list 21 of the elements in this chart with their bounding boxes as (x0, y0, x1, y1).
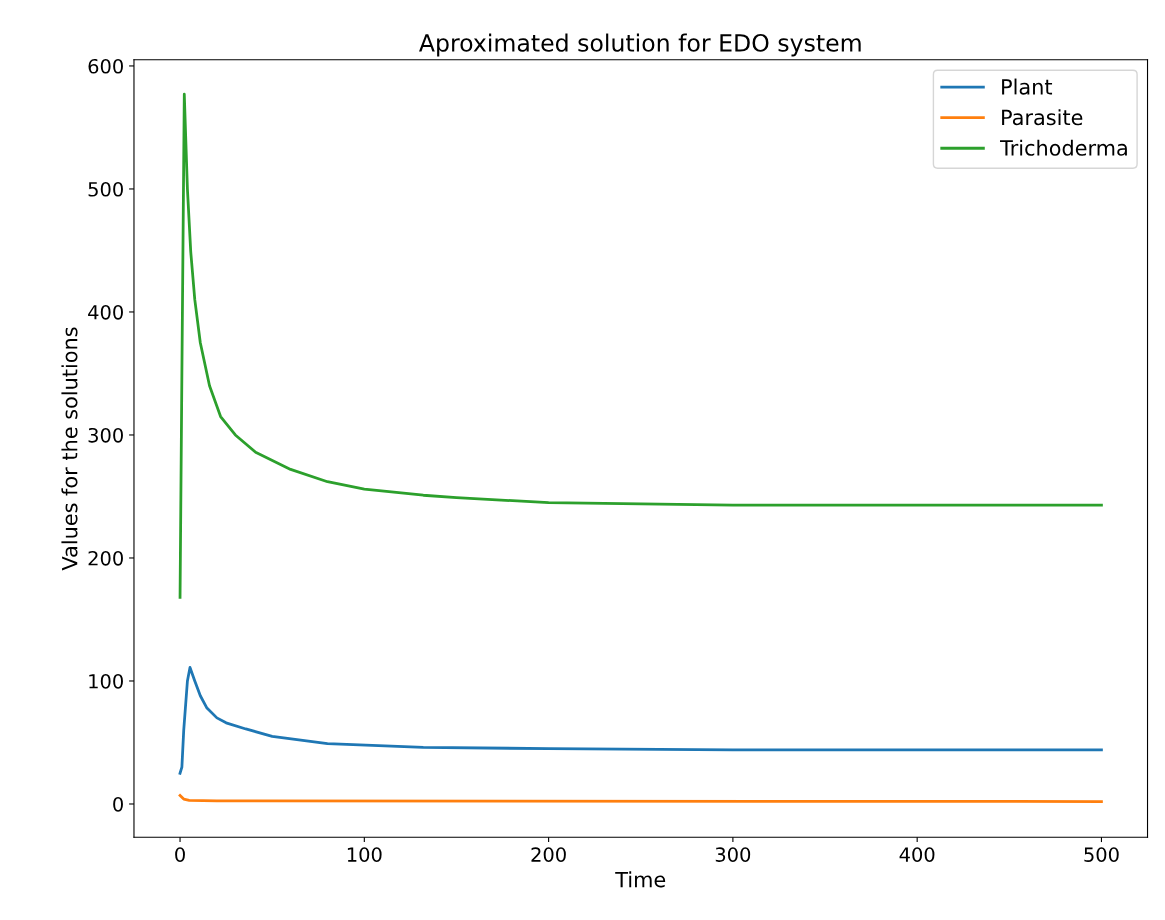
y-axis-title: Values for the solutions (61, 327, 78, 571)
x-tick-label: 200 (531, 847, 566, 862)
y-tick-label: 500 (88, 181, 123, 197)
line-series (178, 666, 1103, 775)
legend-label: Trichoderma (1000, 139, 1127, 156)
chart-title: Aproximated solution for EDO system (419, 33, 861, 57)
y-tick-label: 200 (88, 550, 123, 566)
legend-label: Plant (1002, 78, 1053, 95)
y-tick-label: 400 (88, 304, 123, 320)
y-tick-label: 100 (89, 673, 123, 689)
legend-label: Parasite (1002, 109, 1083, 126)
x-tick-label: 100 (347, 847, 382, 862)
y-tick-label: 600 (88, 58, 123, 74)
y-tick-label: 0 (113, 796, 123, 812)
line-series (178, 793, 1103, 803)
x-tick-label: 400 (899, 847, 935, 862)
x-axis-title: Time (615, 871, 666, 888)
x-tick-label: 300 (715, 847, 751, 862)
x-tick-label: 500 (1084, 847, 1119, 862)
y-tick-label: 300 (88, 427, 123, 443)
x-tick-label: 0 (175, 847, 185, 862)
